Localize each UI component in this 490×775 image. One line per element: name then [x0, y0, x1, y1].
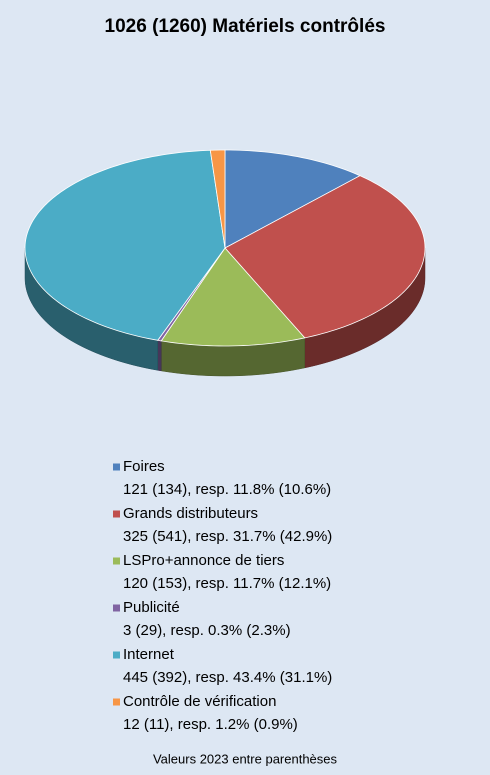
legend-label: Foires [123, 458, 165, 475]
value-label: 12 (11), resp. 1.2% (0.9%) [123, 716, 298, 733]
slice [160, 247, 306, 347]
value-label: 120 (153), resp. 11.7% (12.1%) [123, 575, 331, 592]
legend-swatch [113, 698, 120, 706]
legend-swatch [113, 557, 120, 565]
value-label: 445 (392), resp. 43.4% (31.1%) [123, 669, 332, 686]
legend-label: LSPro+annonce de tiers [123, 552, 284, 569]
legend-swatch [113, 463, 120, 471]
slice-side [157, 339, 162, 372]
slice [224, 175, 426, 339]
legend-label: Grands distributeurs [123, 505, 258, 522]
value-label: 121 (134), resp. 11.8% (10.6%) [123, 481, 331, 498]
chart-title: 1026 (1260) Matériels contrôlés [105, 16, 386, 37]
slice [209, 149, 226, 249]
value-label: 3 (29), resp. 0.3% (2.3%) [123, 622, 291, 639]
footnote: Valeurs 2023 entre parenthèses [153, 751, 338, 766]
legend-label: Publicité [123, 599, 180, 616]
legend-swatch [113, 510, 120, 518]
slice [224, 149, 361, 249]
slice [24, 149, 226, 341]
value-label: 325 (541), resp. 31.7% (42.9%) [123, 528, 332, 545]
legend-swatch [113, 651, 120, 659]
legend-label: Internet [123, 646, 175, 663]
legend-label: Contrôle de vérification [123, 693, 276, 710]
legend-swatch [113, 604, 120, 612]
